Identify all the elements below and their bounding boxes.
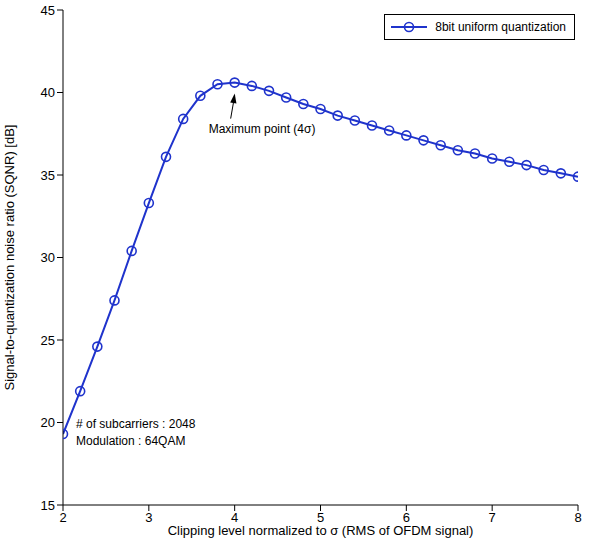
svg-text:40: 40 — [41, 85, 55, 100]
svg-text:20: 20 — [41, 415, 55, 430]
svg-text:8: 8 — [574, 510, 581, 525]
svg-text:45: 45 — [41, 3, 55, 18]
svg-text:5: 5 — [317, 510, 324, 525]
svg-text:Maximum point (4σ): Maximum point (4σ) — [209, 122, 316, 136]
svg-text:35: 35 — [41, 168, 55, 183]
html-text:8bit uniform quantization: 8bit uniform quantization — [435, 20, 566, 34]
svg-text:2: 2 — [59, 510, 66, 525]
svg-text:25: 25 — [41, 333, 55, 348]
svg-text:6: 6 — [403, 510, 410, 525]
svg-text:3: 3 — [145, 510, 152, 525]
html-text:# of subcarriers : 2048: # of subcarriers : 2048 — [76, 417, 196, 431]
svg-text:15: 15 — [41, 498, 55, 513]
svg-text:4: 4 — [231, 510, 238, 525]
svg-text:30: 30 — [41, 250, 55, 265]
html-text:Modulation : 64QAM: Modulation : 64QAM — [76, 434, 186, 448]
svg-text:7: 7 — [489, 510, 496, 525]
svg-text:Signal-to-quantization noise r: Signal-to-quantization noise ratio (SQNR… — [8, 125, 17, 391]
svg-text:Clipping level normalized to σ: Clipping level normalized to σ (RMS of O… — [168, 523, 474, 538]
